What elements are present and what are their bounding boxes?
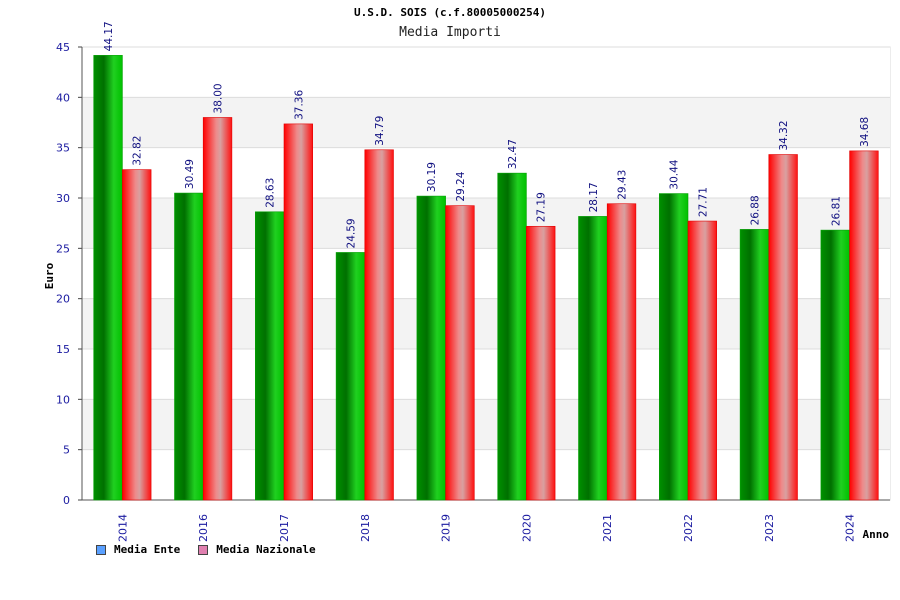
y-tick-label: 40 bbox=[56, 91, 70, 104]
x-tick-label: 2023 bbox=[763, 514, 776, 542]
y-tick-label: 45 bbox=[56, 41, 70, 54]
data-label: 29.24 bbox=[455, 171, 467, 201]
bar-media-nazionale bbox=[526, 225, 556, 501]
x-tick-label: 2014 bbox=[116, 514, 129, 542]
bar-media-ente bbox=[174, 192, 204, 501]
x-axis-label: Anno bbox=[863, 528, 890, 541]
legend-label: Media Ente bbox=[114, 543, 181, 556]
legend-item-media-ente: Media Ente bbox=[96, 543, 180, 556]
bars bbox=[93, 55, 879, 501]
legend-item-media-nazionale: Media Nazionale bbox=[198, 543, 316, 556]
data-label: 34.32 bbox=[778, 120, 790, 150]
x-tick-label: 2021 bbox=[601, 514, 614, 542]
bar-media-nazionale bbox=[768, 154, 798, 501]
bar-media-ente bbox=[659, 193, 689, 501]
x-tick-label: 2024 bbox=[844, 514, 857, 542]
chart-subtitle: Media Importi bbox=[399, 25, 501, 40]
bar-media-nazionale bbox=[202, 117, 233, 501]
bar-media-nazionale bbox=[122, 169, 152, 501]
bar-media-ente bbox=[820, 229, 850, 501]
bar-media-ente bbox=[497, 172, 527, 501]
bar-media-ente bbox=[578, 216, 608, 501]
bar-media-ente bbox=[93, 55, 123, 501]
legend-swatch-icon bbox=[198, 544, 209, 555]
y-tick-label: 5 bbox=[63, 444, 70, 457]
data-label: 29.43 bbox=[617, 170, 629, 200]
x-tick-label: 2018 bbox=[359, 514, 372, 542]
bar-media-nazionale bbox=[687, 220, 717, 501]
bar-media-nazionale bbox=[445, 205, 475, 501]
data-label: 30.49 bbox=[184, 159, 196, 189]
data-label: 27.19 bbox=[536, 192, 548, 222]
data-label: 30.19 bbox=[426, 162, 438, 192]
bar-media-ente bbox=[255, 211, 285, 501]
bar-media-ente bbox=[416, 195, 446, 501]
grid-band bbox=[82, 47, 890, 98]
data-label: 26.88 bbox=[749, 195, 761, 225]
data-label: 32.82 bbox=[132, 136, 144, 166]
y-tick-label: 25 bbox=[56, 242, 70, 255]
x-tick-label: 2017 bbox=[278, 514, 291, 542]
data-label: 30.44 bbox=[669, 159, 681, 189]
x-tick-label: 2019 bbox=[440, 514, 453, 542]
x-tick-label: 2022 bbox=[682, 514, 695, 542]
data-label: 34.79 bbox=[374, 116, 386, 146]
data-label: 28.17 bbox=[588, 182, 600, 212]
data-label: 37.36 bbox=[293, 90, 305, 120]
legend: Media Ente Media Nazionale bbox=[96, 543, 316, 556]
data-label: 24.59 bbox=[345, 218, 357, 248]
data-label: 38.00 bbox=[213, 83, 225, 113]
bar-media-nazionale bbox=[606, 203, 637, 501]
legend-swatch-icon bbox=[96, 544, 106, 555]
y-tick-label: 15 bbox=[56, 343, 70, 356]
y-tick-label: 30 bbox=[56, 192, 70, 205]
legend-label: Media Nazionale bbox=[216, 543, 316, 556]
data-label: 32.47 bbox=[507, 139, 519, 169]
bar-media-ente bbox=[335, 252, 366, 501]
y-tick-label: 35 bbox=[56, 142, 70, 155]
data-label: 44.17 bbox=[103, 21, 115, 51]
data-labels: 44.17 32.82 30.49 38.00 28.63 37.36 24.59 34.79… bbox=[103, 21, 871, 248]
data-label: 34.68 bbox=[859, 117, 871, 147]
bar-media-nazionale bbox=[364, 149, 394, 501]
y-tick-label: 20 bbox=[56, 293, 70, 306]
bar-media-ente bbox=[739, 229, 770, 501]
x-tick-label: 2016 bbox=[197, 514, 210, 542]
bar-media-nazionale bbox=[849, 150, 879, 501]
x-tick-label: 2020 bbox=[520, 514, 533, 542]
chart-title: U.S.D. SOIS (c.f.80005000254) bbox=[353, 6, 547, 19]
y-axis-label: Euro bbox=[43, 262, 56, 289]
data-label: 28.63 bbox=[265, 178, 277, 208]
bar-media-nazionale bbox=[283, 123, 313, 501]
data-label: 26.81 bbox=[830, 196, 842, 226]
data-label: 27.71 bbox=[697, 187, 709, 217]
y-tick-label: 0 bbox=[63, 494, 70, 507]
y-tick-label: 10 bbox=[56, 393, 70, 406]
